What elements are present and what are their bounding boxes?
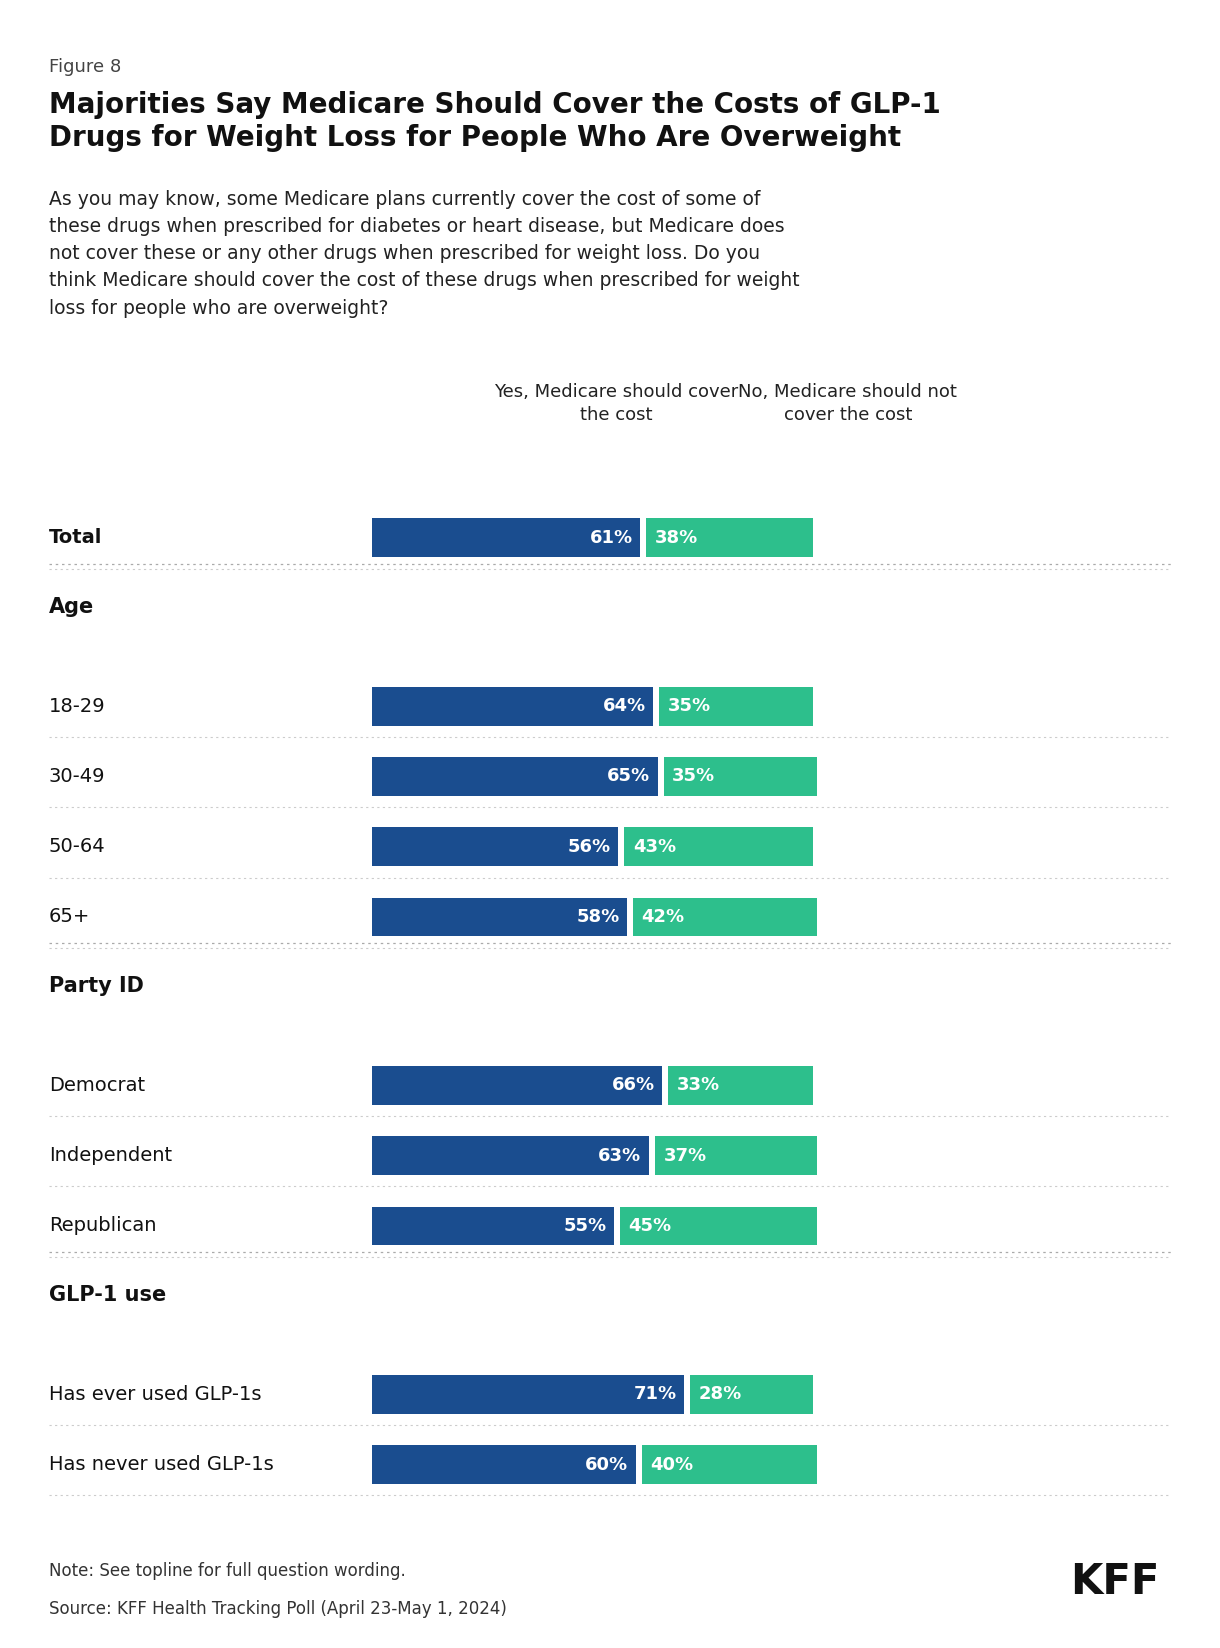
Text: 43%: 43% xyxy=(633,837,676,855)
Text: 65%: 65% xyxy=(608,768,650,786)
Text: Has ever used GLP-1s: Has ever used GLP-1s xyxy=(49,1384,261,1404)
Text: Independent: Independent xyxy=(49,1145,172,1165)
Bar xyxy=(372,1137,649,1175)
Bar xyxy=(372,827,619,865)
Bar xyxy=(625,827,813,865)
Bar xyxy=(633,898,817,936)
Bar xyxy=(372,898,627,936)
Text: 40%: 40% xyxy=(650,1455,693,1473)
Text: 71%: 71% xyxy=(633,1386,677,1404)
Text: 28%: 28% xyxy=(699,1386,742,1404)
Bar xyxy=(659,687,813,725)
Text: 65+: 65+ xyxy=(49,908,90,926)
Bar xyxy=(620,1206,817,1246)
Text: 63%: 63% xyxy=(598,1147,642,1165)
Bar xyxy=(372,1445,636,1483)
Bar xyxy=(642,1445,817,1483)
Text: Source: KFF Health Tracking Poll (April 23-May 1, 2024): Source: KFF Health Tracking Poll (April … xyxy=(49,1600,506,1618)
Text: Republican: Republican xyxy=(49,1216,156,1236)
Text: Party ID: Party ID xyxy=(49,976,144,997)
Text: Majorities Say Medicare Should Cover the Costs of GLP-1
Drugs for Weight Loss fo: Majorities Say Medicare Should Cover the… xyxy=(49,91,941,152)
Text: 61%: 61% xyxy=(589,529,633,547)
Bar xyxy=(372,519,640,557)
Text: 66%: 66% xyxy=(611,1076,655,1094)
Text: 30-49: 30-49 xyxy=(49,766,105,786)
Bar xyxy=(664,756,817,796)
Text: No, Medicare should not
cover the cost: No, Medicare should not cover the cost xyxy=(738,384,958,424)
Text: 60%: 60% xyxy=(586,1455,628,1473)
Text: KFF: KFF xyxy=(1070,1561,1159,1604)
Bar xyxy=(669,1066,813,1104)
Text: 33%: 33% xyxy=(677,1076,720,1094)
Bar xyxy=(655,1137,817,1175)
Text: 56%: 56% xyxy=(567,837,611,855)
Text: Has never used GLP-1s: Has never used GLP-1s xyxy=(49,1455,273,1473)
Bar xyxy=(647,519,813,557)
Text: Figure 8: Figure 8 xyxy=(49,58,121,76)
Bar xyxy=(372,1374,684,1414)
Bar xyxy=(372,1206,614,1246)
Text: 35%: 35% xyxy=(672,768,715,786)
Text: Total: Total xyxy=(49,529,102,547)
Bar xyxy=(691,1374,813,1414)
Text: 42%: 42% xyxy=(642,908,684,926)
Text: 18-29: 18-29 xyxy=(49,697,105,715)
Text: Democrat: Democrat xyxy=(49,1076,145,1094)
Text: 64%: 64% xyxy=(603,697,645,715)
Text: 45%: 45% xyxy=(628,1216,671,1234)
Bar xyxy=(372,1066,662,1104)
Text: 37%: 37% xyxy=(664,1147,706,1165)
Text: Yes, Medicare should cover
the cost: Yes, Medicare should cover the cost xyxy=(494,384,738,424)
Text: 58%: 58% xyxy=(576,908,620,926)
Bar xyxy=(372,687,653,725)
Bar xyxy=(372,756,658,796)
Text: As you may know, some Medicare plans currently cover the cost of some of
these d: As you may know, some Medicare plans cur… xyxy=(49,190,799,318)
Text: 35%: 35% xyxy=(667,697,711,715)
Text: Note: See topline for full question wording.: Note: See topline for full question word… xyxy=(49,1562,405,1580)
Text: GLP-1 use: GLP-1 use xyxy=(49,1285,166,1305)
Text: 38%: 38% xyxy=(655,529,698,547)
Text: Age: Age xyxy=(49,597,94,618)
Text: 55%: 55% xyxy=(564,1216,606,1234)
Text: 50-64: 50-64 xyxy=(49,837,105,857)
